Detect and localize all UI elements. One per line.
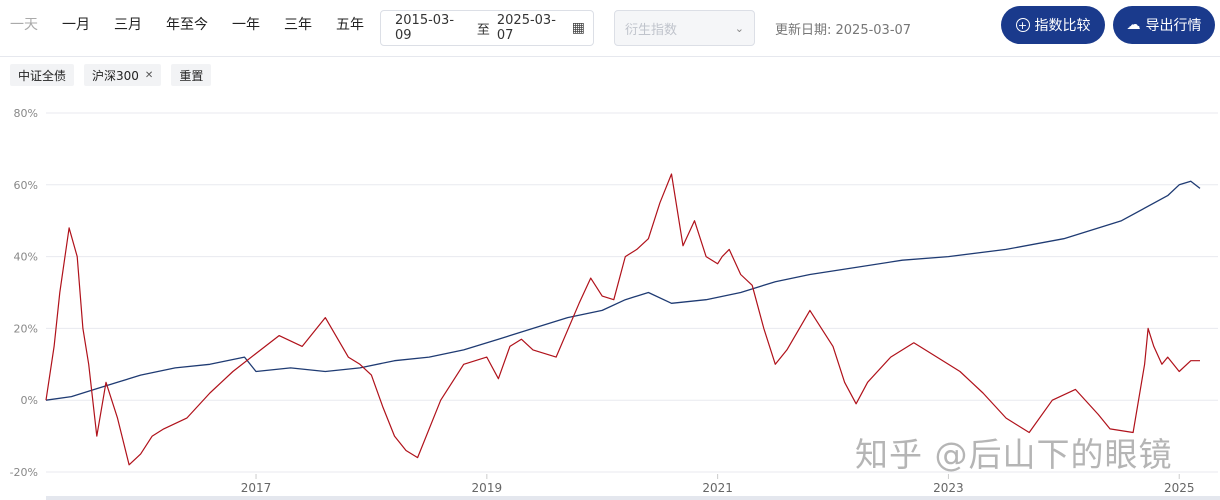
- range-3m-button[interactable]: 三月: [114, 17, 142, 33]
- plus-circle-icon: +: [1015, 18, 1030, 32]
- index-compare-label: 指数比较: [1034, 18, 1091, 34]
- range-5y-button[interactable]: 五年: [336, 17, 364, 33]
- calendar-icon[interactable]: ▦: [571, 20, 585, 36]
- tag-csi300[interactable]: 沪深300 ✕: [84, 64, 162, 86]
- x-tick-label: 2019: [472, 481, 503, 495]
- range-3y-button[interactable]: 三年: [284, 17, 312, 33]
- range-1d-button[interactable]: 一天: [10, 17, 38, 33]
- x-tick-label: 2021: [702, 481, 733, 495]
- tag-csi300-label: 沪深300: [92, 68, 139, 83]
- tag-bond-index[interactable]: 中证全债: [10, 64, 75, 86]
- export-button[interactable]: ☁ 导出行情: [1113, 6, 1215, 44]
- series-line-bond: [45, 180, 1201, 401]
- y-tick-label: 20%: [14, 322, 38, 335]
- x-tick-label: 2017: [241, 481, 272, 495]
- export-label: 导出行情: [1145, 18, 1202, 34]
- range-1y-button[interactable]: 一年: [232, 17, 260, 33]
- y-tick-label: -20%: [10, 466, 38, 479]
- cloud-download-icon: ☁: [1126, 17, 1141, 33]
- series-line-csi300: [45, 173, 1200, 466]
- date-end[interactable]: 2025-03-07: [496, 13, 556, 43]
- y-tick-label: 0%: [21, 394, 38, 407]
- index-compare-button[interactable]: + 指数比较: [1001, 6, 1105, 44]
- update-date: 更新日期: 2025-03-07: [775, 23, 912, 38]
- date-separator: 至: [476, 22, 490, 38]
- selected-index-tags: 中证全债 沪深300 ✕ 重置: [10, 64, 212, 86]
- y-tick-label: 60%: [14, 179, 38, 192]
- watermark: 知乎 @后山下的眼镜: [855, 435, 1173, 474]
- x-tick-label: 2025: [1164, 481, 1195, 495]
- chevron-down-icon: ⌄: [734, 21, 744, 35]
- range-1m-button[interactable]: 一月: [62, 17, 90, 33]
- y-tick-label: 40%: [14, 251, 38, 264]
- range-selector: 一天 一月 三月 年至今 一年 三年 五年: [10, 14, 364, 34]
- date-start[interactable]: 2015-03-09: [395, 13, 455, 43]
- line-chart: 80% 60% 40% 20% 0% -20% 2017 2019 2021 2023 2025: [10, 107, 1220, 500]
- derived-index-placeholder: 衍生指数: [625, 22, 678, 38]
- date-range-picker[interactable]: 2015-03-09 至 2025-03-07 ▦: [380, 10, 594, 46]
- reset-button[interactable]: 重置: [171, 64, 212, 86]
- toolbar: 一天 一月 三月 年至今 一年 三年 五年 2015-03-09 至 2025-…: [0, 0, 1220, 57]
- x-axis-band: [46, 496, 1220, 500]
- range-ytd-button[interactable]: 年至今: [166, 17, 208, 33]
- derived-index-select[interactable]: 衍生指数 ⌄: [614, 10, 755, 46]
- y-tick-label: 80%: [14, 107, 38, 120]
- tag-bond-label: 中证全债: [18, 68, 67, 83]
- close-icon[interactable]: ✕: [144, 69, 154, 81]
- x-tick-label: 2023: [933, 481, 964, 495]
- reset-label: 重置: [179, 68, 204, 83]
